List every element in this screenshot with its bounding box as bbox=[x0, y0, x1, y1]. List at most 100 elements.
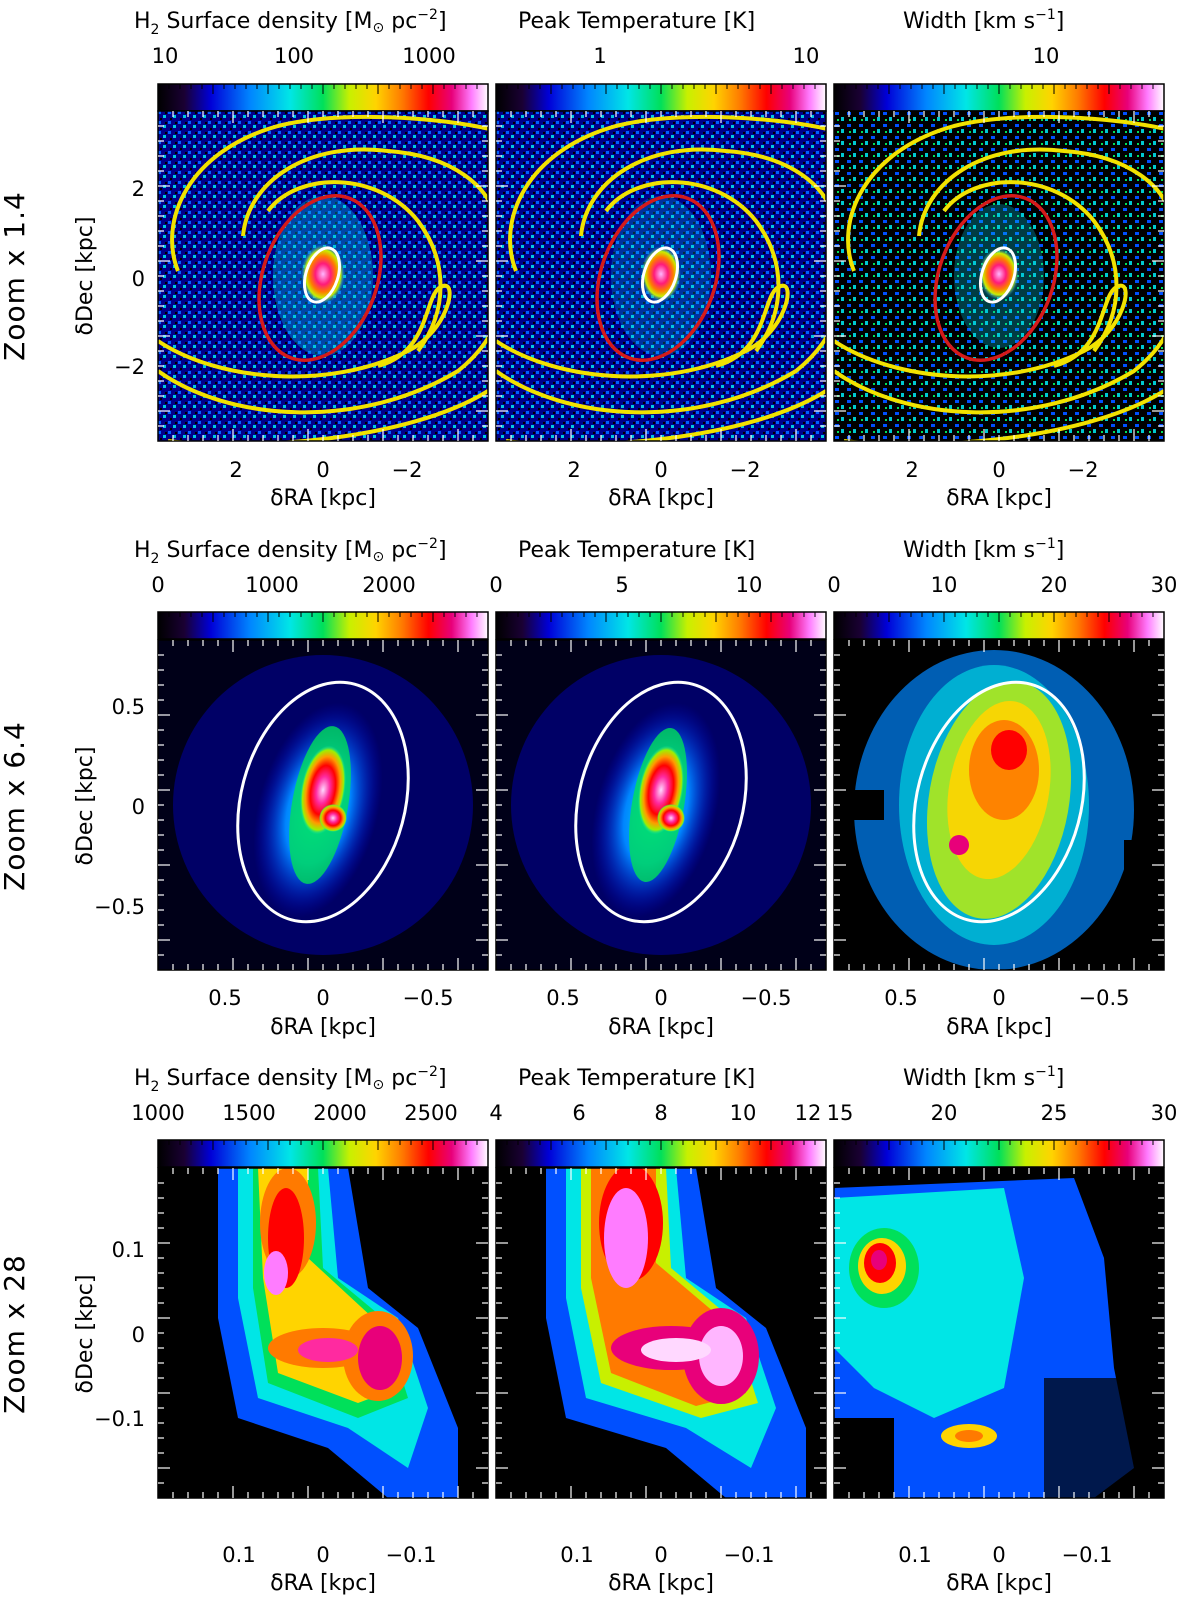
xtick: 0 bbox=[316, 1543, 329, 1567]
ytick: 0 bbox=[132, 267, 145, 291]
xlabel: δRA [kpc] bbox=[946, 486, 1052, 511]
cbar3-2-tick: 10 bbox=[730, 1101, 757, 1125]
ytick: −0.5 bbox=[94, 895, 145, 919]
row1-title-peak-temp: Peak Temperature [K] bbox=[518, 9, 755, 34]
xtick: 0.5 bbox=[884, 986, 917, 1010]
cbar2-3-tick: 30 bbox=[1151, 573, 1178, 597]
row1-title-width: Width [km s−1] bbox=[903, 7, 1064, 34]
cbar3-1-tick: 1000 bbox=[131, 1101, 184, 1125]
cbar1-2-tick: 10 bbox=[793, 44, 820, 68]
cbar3-3-tick: 20 bbox=[931, 1101, 958, 1125]
xtick: 0.5 bbox=[546, 986, 579, 1010]
row-label-2: Zoom x 6.4 bbox=[0, 721, 31, 891]
xtick: 0.5 bbox=[208, 986, 241, 1010]
cbar2-1-tick: 1000 bbox=[245, 573, 298, 597]
xtick: −0.1 bbox=[386, 1543, 437, 1567]
cbar2-3-tick: 0 bbox=[827, 573, 840, 597]
ytick: 0 bbox=[132, 1323, 145, 1347]
xtick: −0.1 bbox=[724, 1543, 775, 1567]
xtick: 0 bbox=[654, 458, 667, 482]
xtick: 0 bbox=[316, 986, 329, 1010]
xtick: 0 bbox=[992, 986, 1005, 1010]
row-label-3: Zoom x 28 bbox=[0, 1254, 31, 1414]
cbar2-2-tick: 5 bbox=[615, 573, 628, 597]
ytick: 0.1 bbox=[112, 1238, 145, 1262]
xtick: 0.1 bbox=[898, 1543, 931, 1567]
row3-title-peak-temp: Peak Temperature [K] bbox=[518, 1066, 755, 1091]
row2-title-width: Width [km s−1] bbox=[903, 536, 1064, 563]
cbar3-1-tick: 2000 bbox=[313, 1101, 366, 1125]
map-panel-row3-width bbox=[833, 1167, 1165, 1499]
cbar2-3-tick: 10 bbox=[931, 573, 958, 597]
xtick: −2 bbox=[730, 458, 761, 482]
xtick: 0 bbox=[316, 458, 329, 482]
cbar1-3-tick: 10 bbox=[1033, 44, 1060, 68]
row-label-1: Zoom x 1.4 bbox=[0, 191, 31, 361]
xtick: 0 bbox=[992, 458, 1005, 482]
ylabel: δDec [kpc] bbox=[73, 1275, 98, 1394]
map-panel-row1-density bbox=[157, 110, 489, 442]
ylabel: δDec [kpc] bbox=[73, 217, 98, 336]
spiral-arm-curves bbox=[158, 114, 488, 441]
ytick: 2 bbox=[132, 177, 145, 201]
row1-title-h2-density: H2 Surface density [M⊙ pc−2] bbox=[134, 7, 447, 38]
xtick: −2 bbox=[392, 458, 423, 482]
ytick: 0.5 bbox=[112, 695, 145, 719]
axis-tick-marks bbox=[158, 84, 1164, 1498]
xlabel: δRA [kpc] bbox=[946, 1571, 1052, 1596]
cbar3-2-tick: 4 bbox=[489, 1101, 502, 1125]
xtick: 2 bbox=[905, 458, 918, 482]
cbar1-1-tick: 100 bbox=[274, 44, 314, 68]
ytick: 0 bbox=[132, 795, 145, 819]
cbar2-1-tick: 2000 bbox=[362, 573, 415, 597]
xtick: 0.1 bbox=[222, 1543, 255, 1567]
xlabel: δRA [kpc] bbox=[946, 1015, 1052, 1040]
xlabel: δRA [kpc] bbox=[270, 1571, 376, 1596]
xtick: 2 bbox=[229, 458, 242, 482]
ytick: −2 bbox=[114, 355, 145, 379]
cbar2-2-tick: 0 bbox=[489, 573, 502, 597]
xlabel: δRA [kpc] bbox=[608, 486, 714, 511]
row3-title-h2-density: H2 Surface density [M⊙ pc−2] bbox=[134, 1064, 447, 1095]
cbar3-3-tick: 15 bbox=[827, 1101, 854, 1125]
xtick: 0 bbox=[654, 1543, 667, 1567]
cbar3-3-tick: 30 bbox=[1151, 1101, 1178, 1125]
white-ellipse bbox=[302, 246, 342, 304]
white-ellipse bbox=[236, 680, 410, 924]
red-ellipse bbox=[257, 194, 383, 362]
row2-title-h2-density: H2 Surface density [M⊙ pc−2] bbox=[134, 536, 447, 567]
map-panel-row2-density bbox=[157, 639, 489, 971]
map-panel-row2-temperature bbox=[495, 639, 827, 971]
map-panel-row3-temperature bbox=[495, 1167, 827, 1499]
xtick: 2 bbox=[567, 458, 580, 482]
map-panel-row3-density bbox=[157, 1167, 489, 1499]
cbar2-1-tick: 0 bbox=[151, 573, 164, 597]
xlabel: δRA [kpc] bbox=[608, 1571, 714, 1596]
xtick: −2 bbox=[1068, 458, 1099, 482]
row-1: H2 Surface density [M⊙ pc−2] Peak Temper… bbox=[73, 7, 1165, 511]
xlabel: δRA [kpc] bbox=[270, 486, 376, 511]
cbar3-3-tick: 25 bbox=[1041, 1101, 1068, 1125]
xlabel: δRA [kpc] bbox=[608, 1015, 714, 1040]
xlabel: δRA [kpc] bbox=[270, 1015, 376, 1040]
cbar2-2-tick: 10 bbox=[736, 573, 763, 597]
cbar3-1-tick: 1500 bbox=[222, 1101, 275, 1125]
ylabel: δDec [kpc] bbox=[73, 747, 98, 866]
ytick: −0.1 bbox=[94, 1407, 145, 1431]
xtick: 0 bbox=[992, 1543, 1005, 1567]
xtick: 0.1 bbox=[560, 1543, 593, 1567]
cbar3-2-tick: 12 bbox=[795, 1101, 822, 1125]
xtick: 0 bbox=[654, 986, 667, 1010]
row-2: H2 Surface density [M⊙ pc−2] Peak Temper… bbox=[73, 536, 1177, 1040]
row-labels: Zoom x 1.4 Zoom x 6.4 Zoom x 28 bbox=[0, 191, 31, 1414]
cbar1-1-tick: 1000 bbox=[402, 44, 455, 68]
xtick: −0.5 bbox=[741, 986, 792, 1010]
xtick: −0.5 bbox=[1079, 986, 1130, 1010]
cbar1-2-tick: 1 bbox=[593, 44, 606, 68]
cbar3-2-tick: 8 bbox=[654, 1101, 667, 1125]
xtick: −0.1 bbox=[1062, 1543, 1113, 1567]
map-panel-row1-width bbox=[833, 110, 1165, 442]
cbar2-3-tick: 20 bbox=[1041, 573, 1068, 597]
row3-title-width: Width [km s−1] bbox=[903, 1064, 1064, 1091]
